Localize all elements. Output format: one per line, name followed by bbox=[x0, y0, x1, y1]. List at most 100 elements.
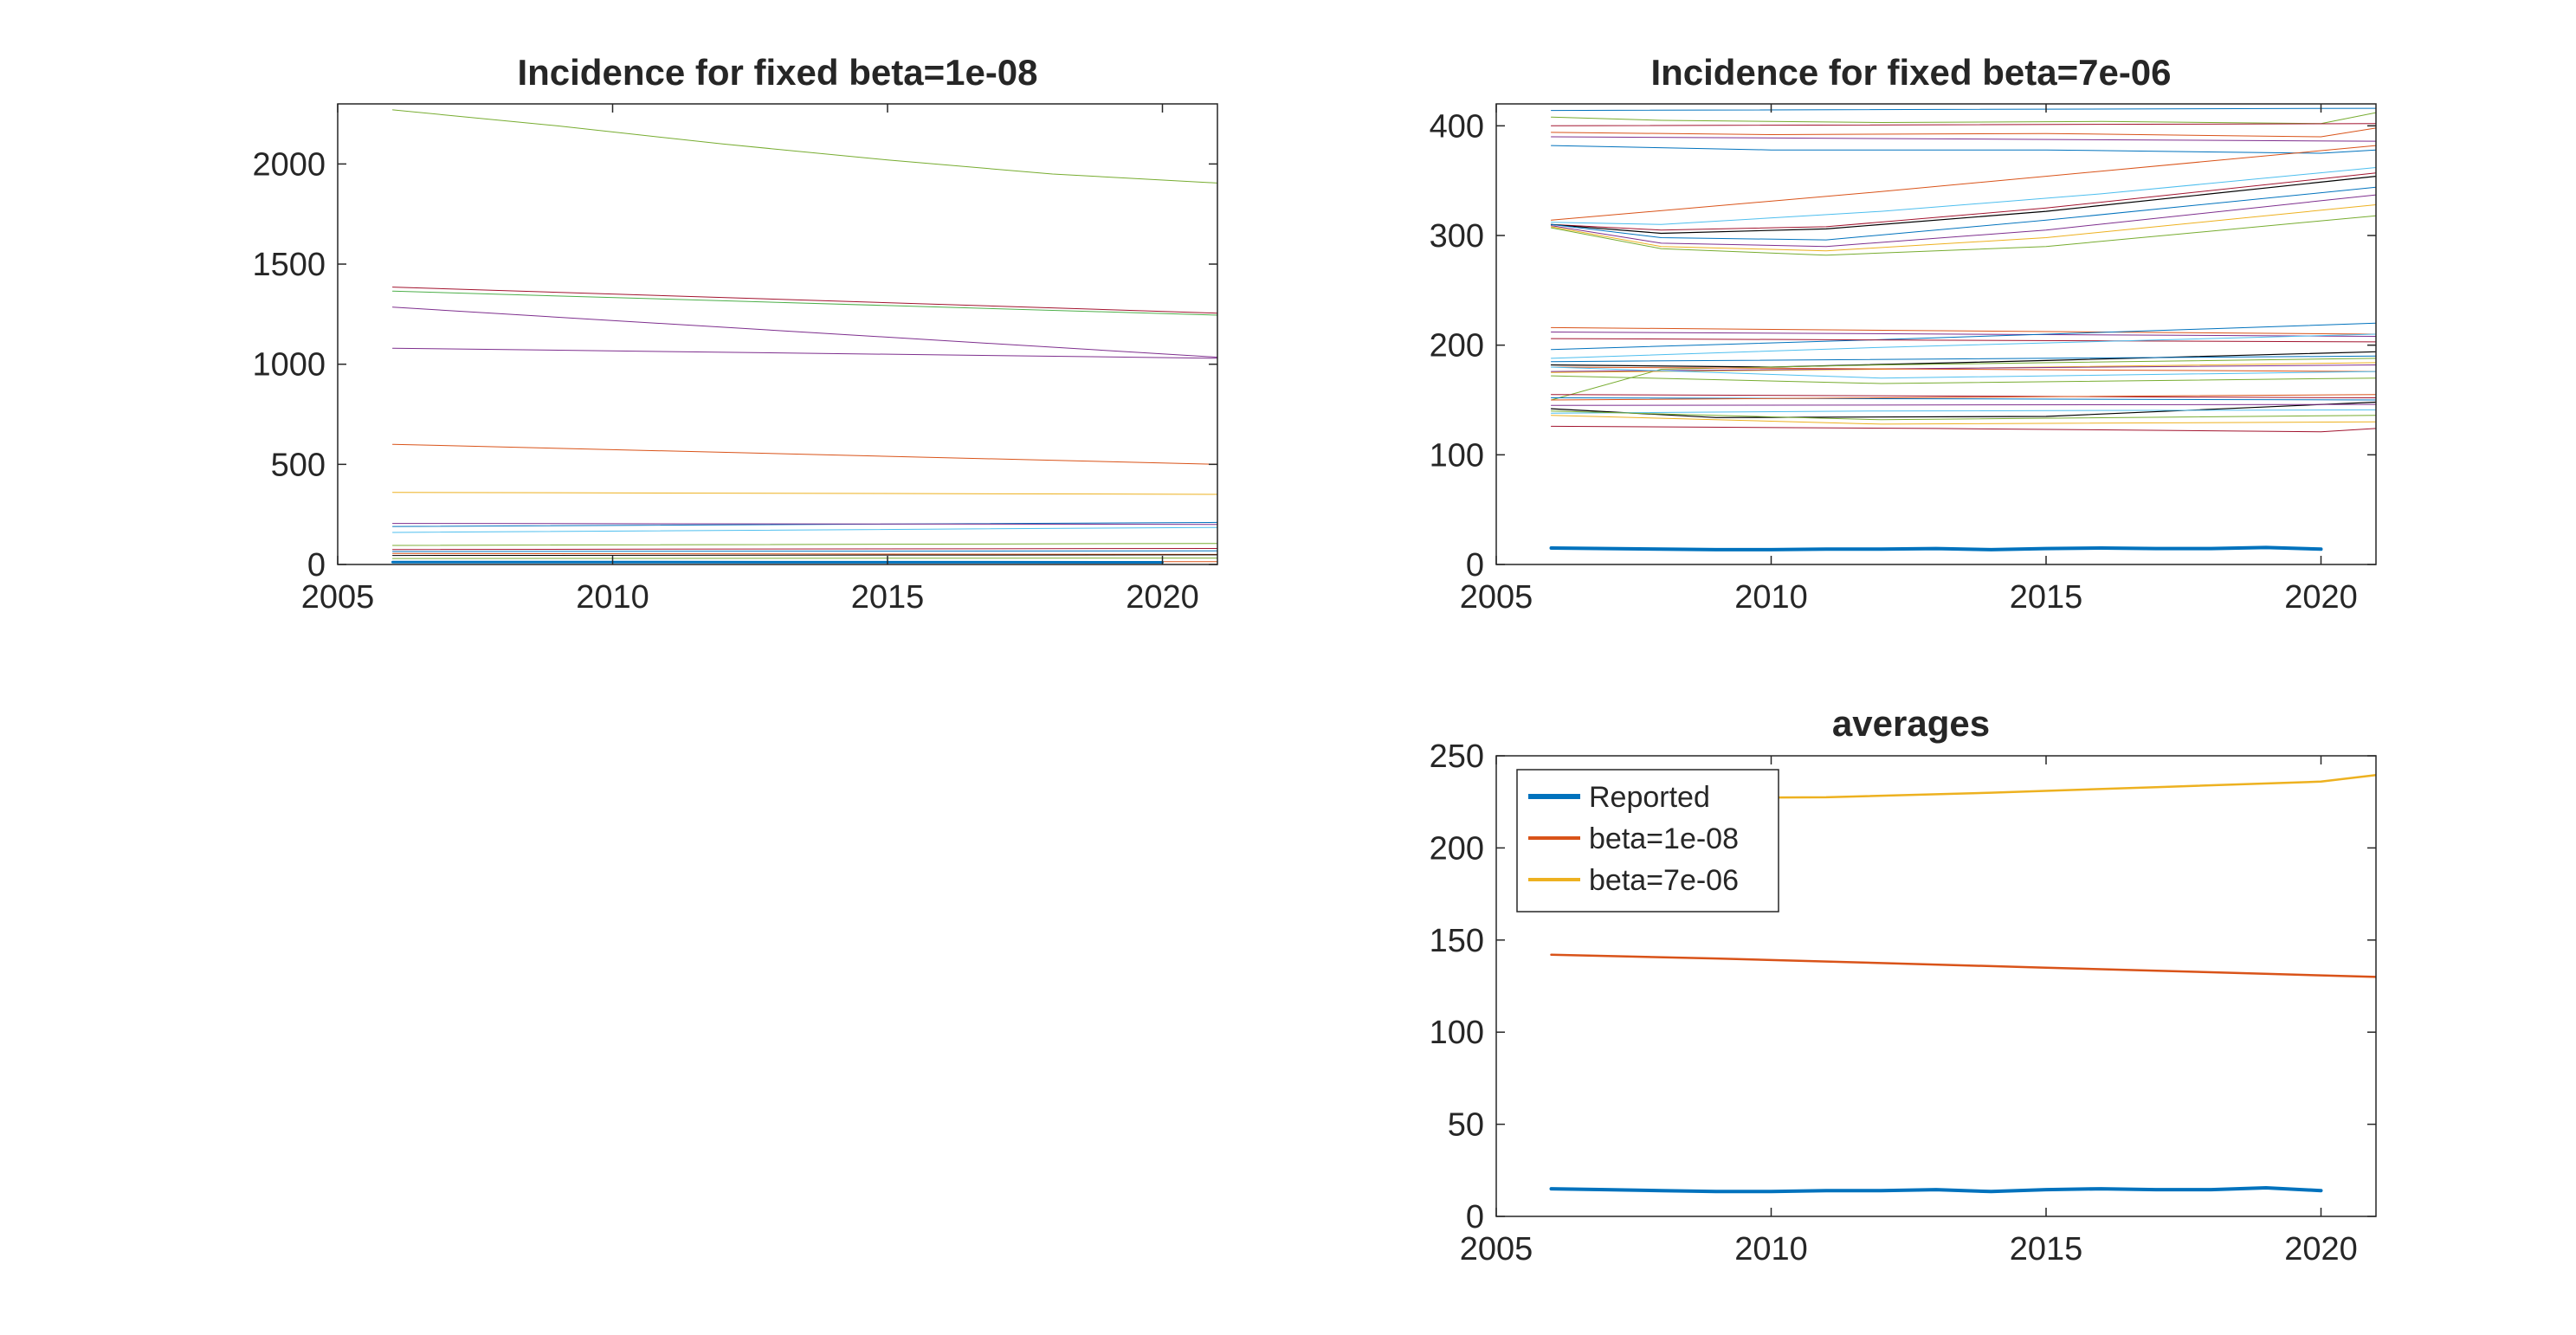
x-tick-label: 2020 bbox=[2284, 1231, 2358, 1267]
series-line-35 bbox=[1551, 425, 2376, 433]
plot-area: 2005 2010 2015 2020 0 50 100 150 200 250 bbox=[1430, 738, 2377, 1267]
y-tick-label: 100 bbox=[1430, 1015, 1484, 1051]
series-line-13 bbox=[1551, 215, 2376, 256]
series-line-23 bbox=[1551, 364, 2376, 372]
series-line-1 bbox=[392, 287, 1217, 314]
legend-box bbox=[1516, 769, 1779, 913]
y-tick-label: 250 bbox=[1430, 738, 1484, 775]
series-line-7 bbox=[1551, 167, 2376, 225]
x-tick-label: 2020 bbox=[2284, 579, 2358, 616]
axes-background bbox=[338, 104, 1217, 564]
x-tick-label: 2010 bbox=[1734, 579, 1808, 616]
subplot-beta-1e-08: Incidence for fixed beta=1e-08 2005 2010 2… bbox=[252, 52, 1218, 616]
series-line-4 bbox=[392, 347, 1217, 359]
series-line-6 bbox=[392, 492, 1217, 495]
series-line-13 bbox=[392, 552, 1217, 555]
y-tick-label: 200 bbox=[1430, 830, 1484, 867]
y-tick-label: 150 bbox=[1430, 923, 1484, 959]
subplot-title: averages bbox=[1832, 703, 1990, 744]
series-line-10 bbox=[1551, 186, 2376, 241]
x-tick-label: 2015 bbox=[2010, 1231, 2083, 1267]
y-tick-label: 300 bbox=[1430, 218, 1484, 255]
y-tick-label: 1500 bbox=[252, 247, 326, 283]
series-line-2 bbox=[392, 290, 1217, 316]
x-tick-label: 2010 bbox=[1734, 1231, 1808, 1267]
x-tick-label: 2005 bbox=[1460, 1231, 1533, 1267]
legend-label-reported: Reported bbox=[1589, 781, 1710, 814]
series-line-10 bbox=[392, 543, 1217, 546]
series-line-0 bbox=[1551, 107, 2376, 112]
x-tick-label: 2010 bbox=[576, 579, 649, 616]
series-line-14 bbox=[392, 554, 1217, 557]
series-line-8 bbox=[392, 523, 1217, 526]
series-line-16 bbox=[1551, 322, 2376, 351]
series-line-6 bbox=[1551, 145, 2376, 221]
series-line-17 bbox=[1551, 338, 2376, 343]
series-line-27 bbox=[1551, 394, 2376, 398]
y-tick-label: 2000 bbox=[252, 146, 326, 183]
series-line-24 bbox=[1551, 366, 2376, 372]
x-tick-label: 2005 bbox=[301, 579, 375, 616]
series-line-36 bbox=[1549, 545, 2323, 551]
series-line-4 bbox=[1551, 136, 2376, 142]
series-line-5 bbox=[1551, 145, 2376, 154]
series-line-9 bbox=[392, 526, 1217, 533]
y-tick-label: 0 bbox=[1466, 1199, 1484, 1235]
plot-area: 2005 2010 2015 2020 0 500 1000 1500 2000 bbox=[252, 103, 1218, 616]
subplot-title: Incidence for fixed beta=1e-08 bbox=[517, 52, 1037, 93]
series-line-1 bbox=[1550, 953, 2376, 978]
series-line-0 bbox=[392, 109, 1217, 184]
series-line-21 bbox=[1551, 358, 2376, 401]
y-tick-label: 1000 bbox=[252, 347, 326, 384]
y-tick-label: 200 bbox=[1430, 328, 1484, 364]
x-tick-label: 2015 bbox=[2010, 579, 2083, 616]
series-group bbox=[1549, 107, 2376, 551]
series-line-11 bbox=[1551, 194, 2376, 248]
y-tick-label: 0 bbox=[1466, 547, 1484, 584]
series-line-3 bbox=[392, 306, 1217, 358]
series-line-5 bbox=[392, 443, 1217, 465]
legend-label-beta-7e-06: beta=7e-06 bbox=[1589, 864, 1739, 897]
series-line-7 bbox=[392, 521, 1217, 527]
series-line-25 bbox=[1551, 366, 2376, 379]
series-line-8 bbox=[1551, 172, 2376, 231]
x-tick-label: 2005 bbox=[1460, 579, 1533, 616]
series-line-14 bbox=[1551, 326, 2376, 335]
series-line-15 bbox=[1551, 332, 2376, 337]
series-line-3 bbox=[1551, 127, 2376, 138]
series-group bbox=[391, 109, 1217, 564]
legend: Reported beta=1e-08 beta=7e-06 bbox=[1516, 769, 1779, 913]
series-line-15 bbox=[392, 558, 1217, 559]
x-tick-label: 2015 bbox=[851, 579, 925, 616]
y-tick-label: 400 bbox=[1430, 108, 1484, 145]
series-line-9 bbox=[1550, 176, 2376, 235]
axes-box bbox=[1495, 103, 2377, 565]
subplot-title: Incidence for fixed beta=7e-06 bbox=[1650, 52, 2171, 93]
legend-label-beta-1e-08: beta=1e-08 bbox=[1589, 822, 1739, 855]
series-line-26 bbox=[1551, 375, 2376, 384]
series-line-32 bbox=[1551, 409, 2376, 414]
series-line-34 bbox=[1551, 415, 2376, 425]
series-line-11 bbox=[392, 548, 1217, 551]
plot-area: 2005 2010 2015 2020 0 100 200 300 400 bbox=[1430, 103, 2377, 616]
x-tick-label: 2020 bbox=[1126, 579, 1199, 616]
series-line-28 bbox=[1551, 397, 2376, 401]
axes-box bbox=[1495, 755, 2377, 1217]
series-line-18 bbox=[1551, 333, 2376, 359]
axes-box bbox=[337, 103, 1218, 565]
series-line-31 bbox=[1551, 403, 2376, 406]
series-line-20 bbox=[1551, 355, 2376, 363]
y-tick-label: 500 bbox=[271, 447, 326, 483]
y-tick-label: 50 bbox=[1448, 1107, 1484, 1144]
series-line-19 bbox=[1550, 351, 2376, 368]
series-line-0 bbox=[1549, 1186, 2323, 1194]
series-line-1 bbox=[1551, 112, 2376, 125]
series-line-29 bbox=[1551, 394, 2376, 401]
y-tick-label: 100 bbox=[1430, 437, 1484, 474]
subplot-beta-7e-06: Incidence for fixed beta=7e-06 2005 2010 2… bbox=[1430, 52, 2377, 616]
subplot-averages: averages 2005 2010 2015 2020 0 50 100 150 200 250… bbox=[1430, 703, 2377, 1267]
series-line-33 bbox=[1551, 410, 2376, 421]
series-line-12 bbox=[1551, 204, 2376, 252]
y-tick-label: 0 bbox=[307, 547, 326, 584]
